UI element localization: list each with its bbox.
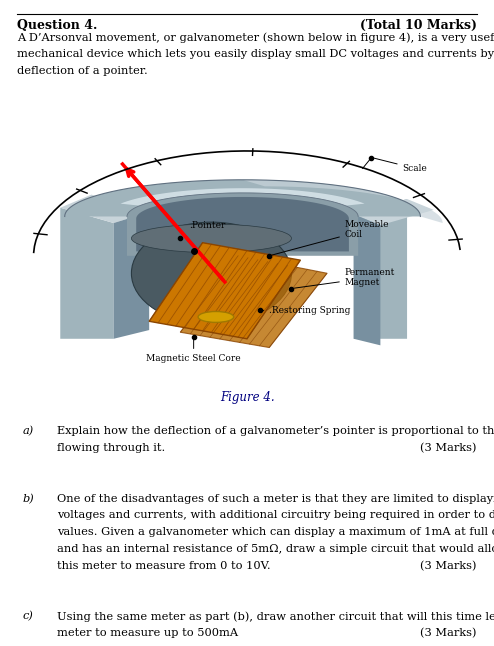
Text: One of the disadvantages of such a meter is that they are limited to displaying : One of the disadvantages of such a meter…: [57, 494, 494, 503]
Text: A D’Arsonval movement, or galvanometer (shown below in figure 4), is a very usef: A D’Arsonval movement, or galvanometer (…: [17, 32, 494, 43]
Text: flowing through it.: flowing through it.: [57, 443, 165, 453]
Polygon shape: [180, 256, 327, 348]
Polygon shape: [149, 243, 300, 339]
Polygon shape: [127, 193, 358, 256]
Text: .Restoring Spring: .Restoring Spring: [263, 306, 351, 315]
Text: (3 Marks): (3 Marks): [420, 628, 477, 638]
Text: values. Given a galvanometer which can display a maximum of 1mA at full deflecti: values. Given a galvanometer which can d…: [57, 527, 494, 537]
Text: mechanical device which lets you easily display small DC voltages and currents b: mechanical device which lets you easily …: [17, 49, 494, 59]
Text: .Pointer: .Pointer: [183, 220, 226, 237]
Polygon shape: [60, 208, 114, 339]
Text: Scale: Scale: [374, 158, 427, 173]
Text: Using the same meter as part (b), draw another circuit that will this time let y: Using the same meter as part (b), draw a…: [57, 611, 494, 621]
Text: (3 Marks): (3 Marks): [420, 561, 477, 571]
Text: meter to measure up to 500mA: meter to measure up to 500mA: [57, 628, 238, 638]
Text: deflection of a pointer.: deflection of a pointer.: [17, 66, 148, 76]
Polygon shape: [60, 194, 149, 223]
Text: b): b): [22, 494, 34, 504]
Ellipse shape: [198, 311, 234, 322]
Text: voltages and currents, with additional circuitry being required in order to disp: voltages and currents, with additional c…: [57, 510, 494, 520]
Text: (Total 10 Marks): (Total 10 Marks): [360, 19, 477, 32]
Text: Magnetic Steel Core: Magnetic Steel Core: [146, 339, 241, 363]
Ellipse shape: [131, 224, 291, 253]
Text: and has an internal resistance of 5mΩ, draw a simple circuit that would allow yo: and has an internal resistance of 5mΩ, d…: [57, 544, 494, 554]
Polygon shape: [114, 212, 149, 339]
Text: Question 4.: Question 4.: [17, 19, 98, 32]
Polygon shape: [121, 188, 365, 205]
Text: this meter to measure from 0 to 10V.: this meter to measure from 0 to 10V.: [57, 561, 270, 570]
Polygon shape: [136, 197, 349, 251]
Text: Permanent
Magnet: Permanent Magnet: [294, 268, 395, 288]
Text: Figure 4.: Figure 4.: [220, 391, 274, 404]
Polygon shape: [354, 199, 407, 339]
Text: (3 Marks): (3 Marks): [420, 443, 477, 453]
Polygon shape: [243, 180, 443, 223]
Text: Explain how the deflection of a galvanometer’s pointer is proportional to the cu: Explain how the deflection of a galvanom…: [57, 426, 494, 436]
Polygon shape: [354, 199, 434, 225]
Ellipse shape: [131, 222, 291, 324]
Text: Moveable
Coil: Moveable Coil: [272, 220, 389, 255]
Polygon shape: [65, 180, 420, 216]
Polygon shape: [354, 214, 380, 346]
Text: c): c): [22, 611, 33, 621]
Text: a): a): [22, 426, 34, 437]
